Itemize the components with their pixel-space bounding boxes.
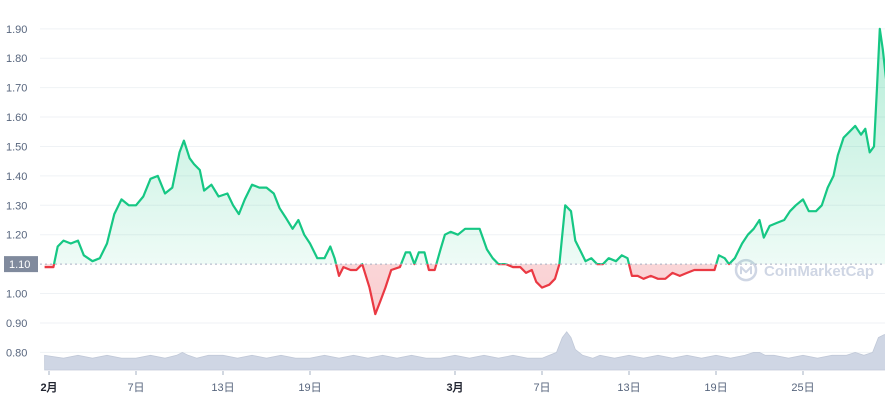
x-tick-label: 7日 xyxy=(533,382,550,394)
reference-badge xyxy=(4,256,38,273)
y-tick-label: 1.40 xyxy=(6,171,27,183)
y-tick-label: 0.80 xyxy=(6,347,27,359)
price-fill-below xyxy=(44,264,717,315)
y-tick-label: 1.60 xyxy=(6,112,27,124)
y-tick-label: 1.80 xyxy=(6,53,27,65)
y-tick-label: 1.70 xyxy=(6,83,27,95)
watermark-text: CoinMarketCap xyxy=(764,263,874,280)
y-tick-label: 1.20 xyxy=(6,230,27,242)
x-axis: 2月 7日 13日 19日 3月 7日 13日 19日 25日 xyxy=(40,371,815,394)
y-axis: 0.80 0.90 1.00 1.20 1.30 1.40 1.50 1.60 1.70 1.80… xyxy=(6,24,27,360)
x-tick-label: 13日 xyxy=(617,382,640,394)
grid xyxy=(40,28,885,353)
y-tick-label: 1.00 xyxy=(6,289,27,301)
x-tick-label: 2月 xyxy=(40,381,57,394)
x-tick-label: 19日 xyxy=(704,382,727,394)
y-tick-label: 1.30 xyxy=(6,200,27,212)
price-line-below xyxy=(44,264,731,316)
volume-series xyxy=(44,331,885,371)
x-tick-label: 3月 xyxy=(446,381,463,394)
coinmarketcap-mark-icon xyxy=(740,266,752,275)
reference-line: 1.10 xyxy=(4,256,885,273)
price-line[interactable] xyxy=(44,27,885,316)
x-tick-label: 7日 xyxy=(127,382,144,394)
y-tick-label: 1.90 xyxy=(6,24,27,36)
y-tick-label: 0.90 xyxy=(6,318,27,330)
volume-area xyxy=(44,331,885,371)
x-tick-label: 19日 xyxy=(298,382,321,394)
price-line-above xyxy=(52,27,885,265)
x-tick-label: 25日 xyxy=(791,382,814,394)
reference-badge-label: 1.10 xyxy=(9,259,30,271)
x-tick-label: 13日 xyxy=(211,382,234,394)
price-area-fill xyxy=(44,28,885,315)
price-fill-above xyxy=(44,28,885,265)
y-tick-label: 1.50 xyxy=(6,141,27,153)
